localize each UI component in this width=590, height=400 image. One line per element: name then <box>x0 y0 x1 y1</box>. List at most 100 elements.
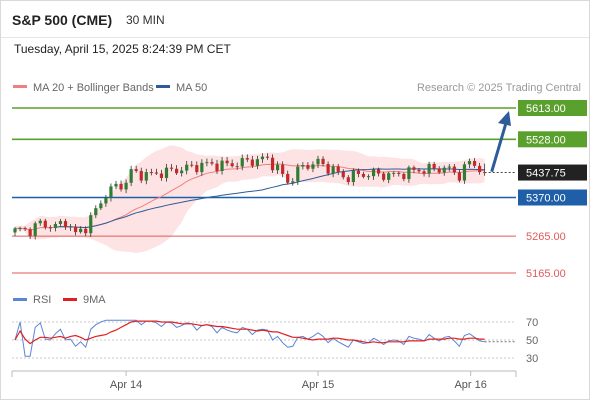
candle-body <box>210 162 214 164</box>
rsi-tick-2: 30 <box>526 353 538 365</box>
last-price-tag <box>518 164 587 181</box>
candle-body <box>265 156 270 158</box>
candle-body <box>109 186 113 198</box>
candle-body <box>48 227 52 229</box>
projection-arrow-layer <box>490 110 511 173</box>
ma9-legend-label: 9MA <box>83 294 106 306</box>
candle-body <box>129 169 133 183</box>
candle-body <box>270 157 275 171</box>
candle-body <box>427 163 431 174</box>
candle-body <box>402 173 406 180</box>
candle-body <box>195 165 199 173</box>
rsi-line <box>14 319 485 357</box>
candle-body <box>442 167 446 173</box>
level-label-1: 5528.00 <box>526 134 566 146</box>
x-axis: Apr 14 Apr 15 Apr 16 <box>11 371 517 391</box>
candle-body <box>144 172 148 181</box>
candle-body <box>321 158 325 164</box>
candle-body <box>159 173 164 178</box>
candle-body <box>99 203 103 209</box>
bollinger-band-layer <box>15 145 485 253</box>
candle-body <box>94 208 98 216</box>
candle-body <box>23 228 27 230</box>
candle-body <box>296 166 300 182</box>
candle-body <box>43 220 47 228</box>
candle-body <box>53 224 57 229</box>
candle-body <box>124 182 128 190</box>
candle-body <box>18 228 22 230</box>
candlestick-layer <box>13 153 487 240</box>
candle-body <box>169 167 174 169</box>
interval-label: 30 MIN <box>126 13 165 27</box>
candle-body <box>387 173 391 180</box>
candle-body <box>74 226 78 233</box>
candle-body <box>250 159 254 166</box>
candle-body <box>316 158 320 165</box>
candle-body <box>89 215 93 234</box>
candle-body <box>230 163 234 167</box>
candle-body <box>311 164 315 169</box>
candle-body <box>432 163 436 169</box>
x-tick-label-0: Apr 14 <box>110 379 142 391</box>
projection-arrow-head <box>498 110 511 126</box>
ma20-legend-label: MA 20 + Bollinger Bands <box>33 82 154 94</box>
candle-body <box>175 168 179 174</box>
chart-header: S&P 500 (CME) 30 MIN <box>1 1 589 38</box>
candle-body <box>412 167 416 170</box>
candle-body <box>200 162 204 173</box>
candle-body <box>483 172 487 174</box>
level-label-0: 5613.00 <box>526 103 566 115</box>
candle-body <box>63 221 68 228</box>
candle-body <box>215 163 219 171</box>
level-tag-2 <box>518 189 587 206</box>
candle-body <box>407 167 411 180</box>
level-tag-1 <box>518 131 587 148</box>
rsi-layer: 70 50 30 <box>12 317 538 365</box>
candle-body <box>276 164 280 171</box>
candle-body <box>58 221 63 225</box>
candle-body <box>291 181 295 183</box>
candle-body <box>260 156 265 160</box>
candle-body <box>119 183 123 190</box>
candle-body <box>382 173 386 180</box>
ma20-legend-swatch <box>13 85 27 88</box>
candle-body <box>38 220 42 224</box>
rsi-legend-label: RSI <box>33 294 51 306</box>
candle-body <box>139 170 143 181</box>
candle-body <box>114 183 118 187</box>
rsi-tick-1: 50 <box>526 335 538 347</box>
candle-body <box>149 172 153 174</box>
candle-body <box>68 226 73 228</box>
candle-body <box>457 172 461 181</box>
candle-body <box>104 197 108 204</box>
ma9-line <box>14 320 485 345</box>
ma9-legend-swatch <box>63 298 77 301</box>
candle-body <box>190 164 194 166</box>
candle-body <box>225 160 229 164</box>
level-label-3: 5265.00 <box>526 231 566 243</box>
level-lines <box>12 107 516 274</box>
candle-body <box>478 165 482 173</box>
candle-body <box>437 168 441 173</box>
symbol-title: S&P 500 (CME) <box>12 12 113 28</box>
candle-body <box>306 165 310 169</box>
projection-arrow-shaft <box>490 122 508 173</box>
candle-body <box>356 170 360 174</box>
candle-body <box>452 166 456 173</box>
level-label-4: 5165.00 <box>526 268 566 280</box>
credit-label: Research © 2025 Trading Central <box>417 82 581 94</box>
candle-body <box>235 166 239 168</box>
candle-body <box>164 167 169 178</box>
candle-body <box>462 164 467 181</box>
candle-body <box>255 159 259 166</box>
candle-body <box>371 169 376 177</box>
candle-body <box>366 176 371 178</box>
rsi-legend-swatch <box>13 298 27 301</box>
last-price-label: 5437.75 <box>526 168 566 180</box>
ma50-legend-label: MA 50 <box>176 82 207 94</box>
candle-body <box>422 171 426 174</box>
candle-body <box>377 169 381 174</box>
candle-body <box>346 177 350 183</box>
candle-body <box>220 160 224 171</box>
